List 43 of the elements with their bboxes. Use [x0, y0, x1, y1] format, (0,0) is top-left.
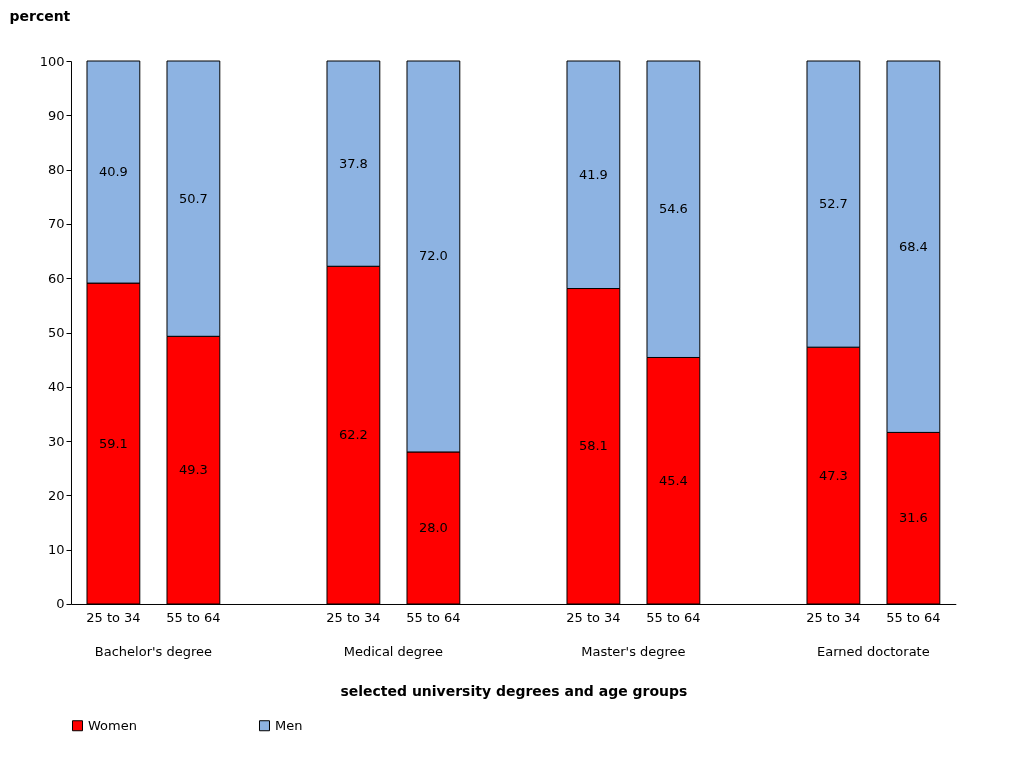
y-tick-label: 10 [47, 542, 65, 558]
data-label: 45.4 [658, 472, 688, 488]
data-label: 52.7 [818, 196, 848, 212]
x-tick-label: 25 to 34 [86, 610, 141, 626]
data-label: 59.1 [98, 435, 128, 451]
x-axis-title: selected university degrees and age groups [340, 683, 688, 700]
y-tick-label: 70 [47, 216, 65, 232]
y-tick-label: 30 [47, 433, 65, 449]
y-axis-title: percent [9, 7, 71, 24]
x-tick-label: 25 to 34 [326, 610, 381, 626]
y-tick-label: 60 [47, 270, 65, 286]
x-tick-label: 55 to 64 [646, 610, 701, 626]
data-label: 49.3 [178, 462, 208, 478]
data-label: 62.2 [338, 427, 368, 443]
data-label: 54.6 [658, 201, 688, 217]
y-tick-label: 80 [47, 162, 65, 178]
data-label: 50.7 [178, 190, 208, 206]
x-tick-label: 55 to 64 [886, 610, 941, 626]
y-tick-label: 0 [56, 596, 65, 612]
data-label: 28.0 [418, 519, 448, 535]
y-tick-label: 100 [39, 53, 65, 69]
legend-label: Women [88, 717, 137, 733]
text: Earned doctorate [817, 644, 930, 659]
data-label: 37.8 [338, 155, 368, 171]
y-tick-label: 50 [47, 325, 65, 340]
data-label: 72.0 [418, 248, 448, 264]
data-label: 58.1 [578, 438, 608, 454]
text: Bachelor's degree [94, 644, 212, 659]
y-tick-label: 20 [47, 487, 65, 503]
x-tick-label: 25 to 34 [806, 610, 861, 626]
x-tick-label: 55 to 64 [406, 610, 461, 626]
x-tick-label: 55 to 64 [166, 610, 221, 626]
y-tick-label: 90 [47, 107, 65, 123]
text: Medical degree [343, 644, 444, 659]
data-label: 47.3 [818, 467, 848, 483]
data-label: 40.9 [98, 164, 128, 180]
data-label: 41.9 [578, 166, 608, 182]
text: Master's degree [581, 644, 686, 659]
x-tick-label: 25 to 34 [566, 610, 621, 626]
data-label: 31.6 [898, 510, 928, 526]
data-label: 68.4 [898, 238, 928, 254]
legend-label: Men [275, 717, 303, 733]
y-tick-label: 40 [47, 379, 65, 395]
